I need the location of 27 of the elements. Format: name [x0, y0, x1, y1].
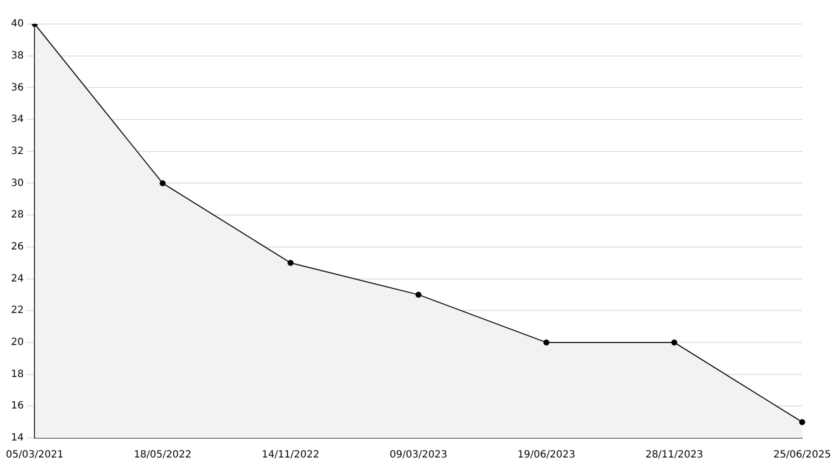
point — [160, 180, 166, 186]
y-tick-label: 34 — [10, 114, 24, 126]
point — [799, 419, 806, 426]
y-tick-label: 26 — [10, 242, 24, 253]
y-tick-label: 20 — [10, 337, 24, 348]
x-tick-label: 18/05/2022 — [134, 450, 192, 461]
y-tick-label: 16 — [10, 400, 24, 412]
y-tick-label: 28 — [10, 210, 24, 221]
y-tick-label: 30 — [10, 178, 24, 189]
x-tick-label: 09/03/2023 — [390, 450, 448, 461]
x-tick-label: 05/03/2021 — [6, 450, 64, 461]
x-tick-label: 28/11/2023 — [645, 450, 704, 461]
y-tick-label: 32 — [10, 146, 24, 157]
y-tick-label: 24 — [10, 273, 24, 284]
y-tick-label: 38 — [10, 50, 24, 62]
point — [288, 260, 294, 266]
x-tick-label: 25/06/2025 — [773, 450, 831, 461]
y-tick-label: 18 — [10, 368, 24, 380]
y-tick-label: 22 — [10, 305, 24, 316]
point — [415, 292, 422, 298]
point — [543, 339, 550, 346]
y-tick-label: 14 — [10, 432, 24, 444]
x-tick-label: 19/06/2023 — [518, 450, 576, 461]
y-tick-label: 40 — [10, 18, 24, 30]
y-tick-label: 36 — [10, 82, 24, 94]
point — [671, 339, 678, 346]
x-tick-label: 14/11/2022 — [262, 450, 320, 461]
